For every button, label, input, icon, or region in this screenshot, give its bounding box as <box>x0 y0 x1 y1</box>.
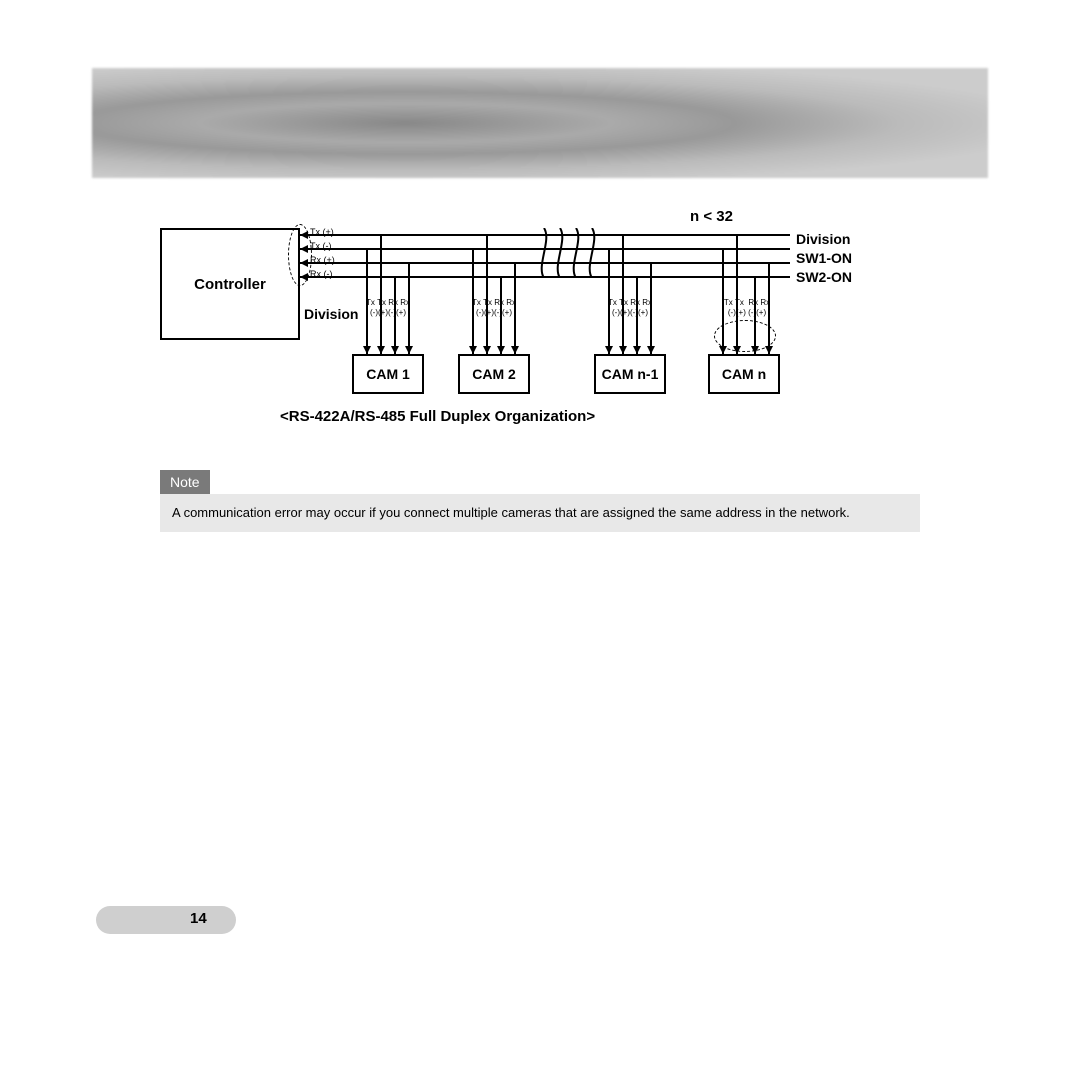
arrow-down-icon <box>483 346 491 354</box>
cam-label: CAM n-1 <box>602 366 659 382</box>
pin-labels: Tx Tx Rx Rx (-)(+)(-)(+) <box>602 298 658 317</box>
pin-labels: Tx Tx Rx Rx (-)(+) (-)(+) <box>716 298 778 317</box>
header-banner-image <box>92 68 988 178</box>
drop-line <box>622 234 624 354</box>
side-line1: Division <box>796 231 850 247</box>
break-mark-icon <box>572 228 596 278</box>
drop-line <box>380 234 382 354</box>
cam-label: CAM 1 <box>366 366 410 382</box>
pin-labels: Tx Tx Rx Rx (-)(+)(-)(+) <box>466 298 522 317</box>
cam-box-2: CAM 2 <box>458 354 530 394</box>
cam-box-n: CAM n <box>708 354 780 394</box>
wire-label: Tx (+) <box>310 227 334 237</box>
wire-label: Rx (+) <box>310 255 335 265</box>
side-line2: SW1-ON <box>796 250 852 266</box>
controller-label: Controller <box>194 276 266 293</box>
arrow-down-icon <box>619 346 627 354</box>
controller-box: Controller <box>160 228 300 340</box>
wire-label: Tx (-) <box>310 241 332 251</box>
diagram-caption: <RS-422A/RS-485 Full Duplex Organization… <box>280 408 595 425</box>
arrow-down-icon <box>363 346 371 354</box>
page-number: 14 <box>190 910 207 927</box>
cam-box-1: CAM 1 <box>352 354 424 394</box>
dashed-oval-icon <box>714 320 776 352</box>
page-number-pill <box>96 906 236 934</box>
cam-box-n-1: CAM n-1 <box>594 354 666 394</box>
side-info: Division SW1-ON SW2-ON <box>796 230 852 287</box>
wiring-diagram: Controller Tx (+) Tx (-) Rx (+) Rx (-) D… <box>160 212 880 432</box>
cam-label: CAM 2 <box>472 366 516 382</box>
arrow-down-icon <box>633 346 641 354</box>
arrow-down-icon <box>605 346 613 354</box>
arrow-down-icon <box>647 346 655 354</box>
note-section: Note A communication error may occur if … <box>160 470 920 532</box>
break-mark-icon <box>540 228 564 278</box>
division-label-left: Division <box>304 306 358 322</box>
arrow-down-icon <box>377 346 385 354</box>
note-header: Note <box>160 470 210 494</box>
arrow-down-icon <box>511 346 519 354</box>
n-less-than-label: n < 32 <box>690 208 733 225</box>
arrow-down-icon <box>469 346 477 354</box>
side-line3: SW2-ON <box>796 269 852 285</box>
dashed-oval-icon <box>288 224 312 286</box>
arrow-down-icon <box>391 346 399 354</box>
arrow-down-icon <box>405 346 413 354</box>
wire-label: Rx (-) <box>310 269 333 279</box>
drop-line <box>486 234 488 354</box>
arrow-down-icon <box>497 346 505 354</box>
pin-labels: Tx Tx Rx Rx (-)(+)(-)(+) <box>360 298 416 317</box>
note-body: A communication error may occur if you c… <box>160 494 920 532</box>
cam-label: CAM n <box>722 366 766 382</box>
